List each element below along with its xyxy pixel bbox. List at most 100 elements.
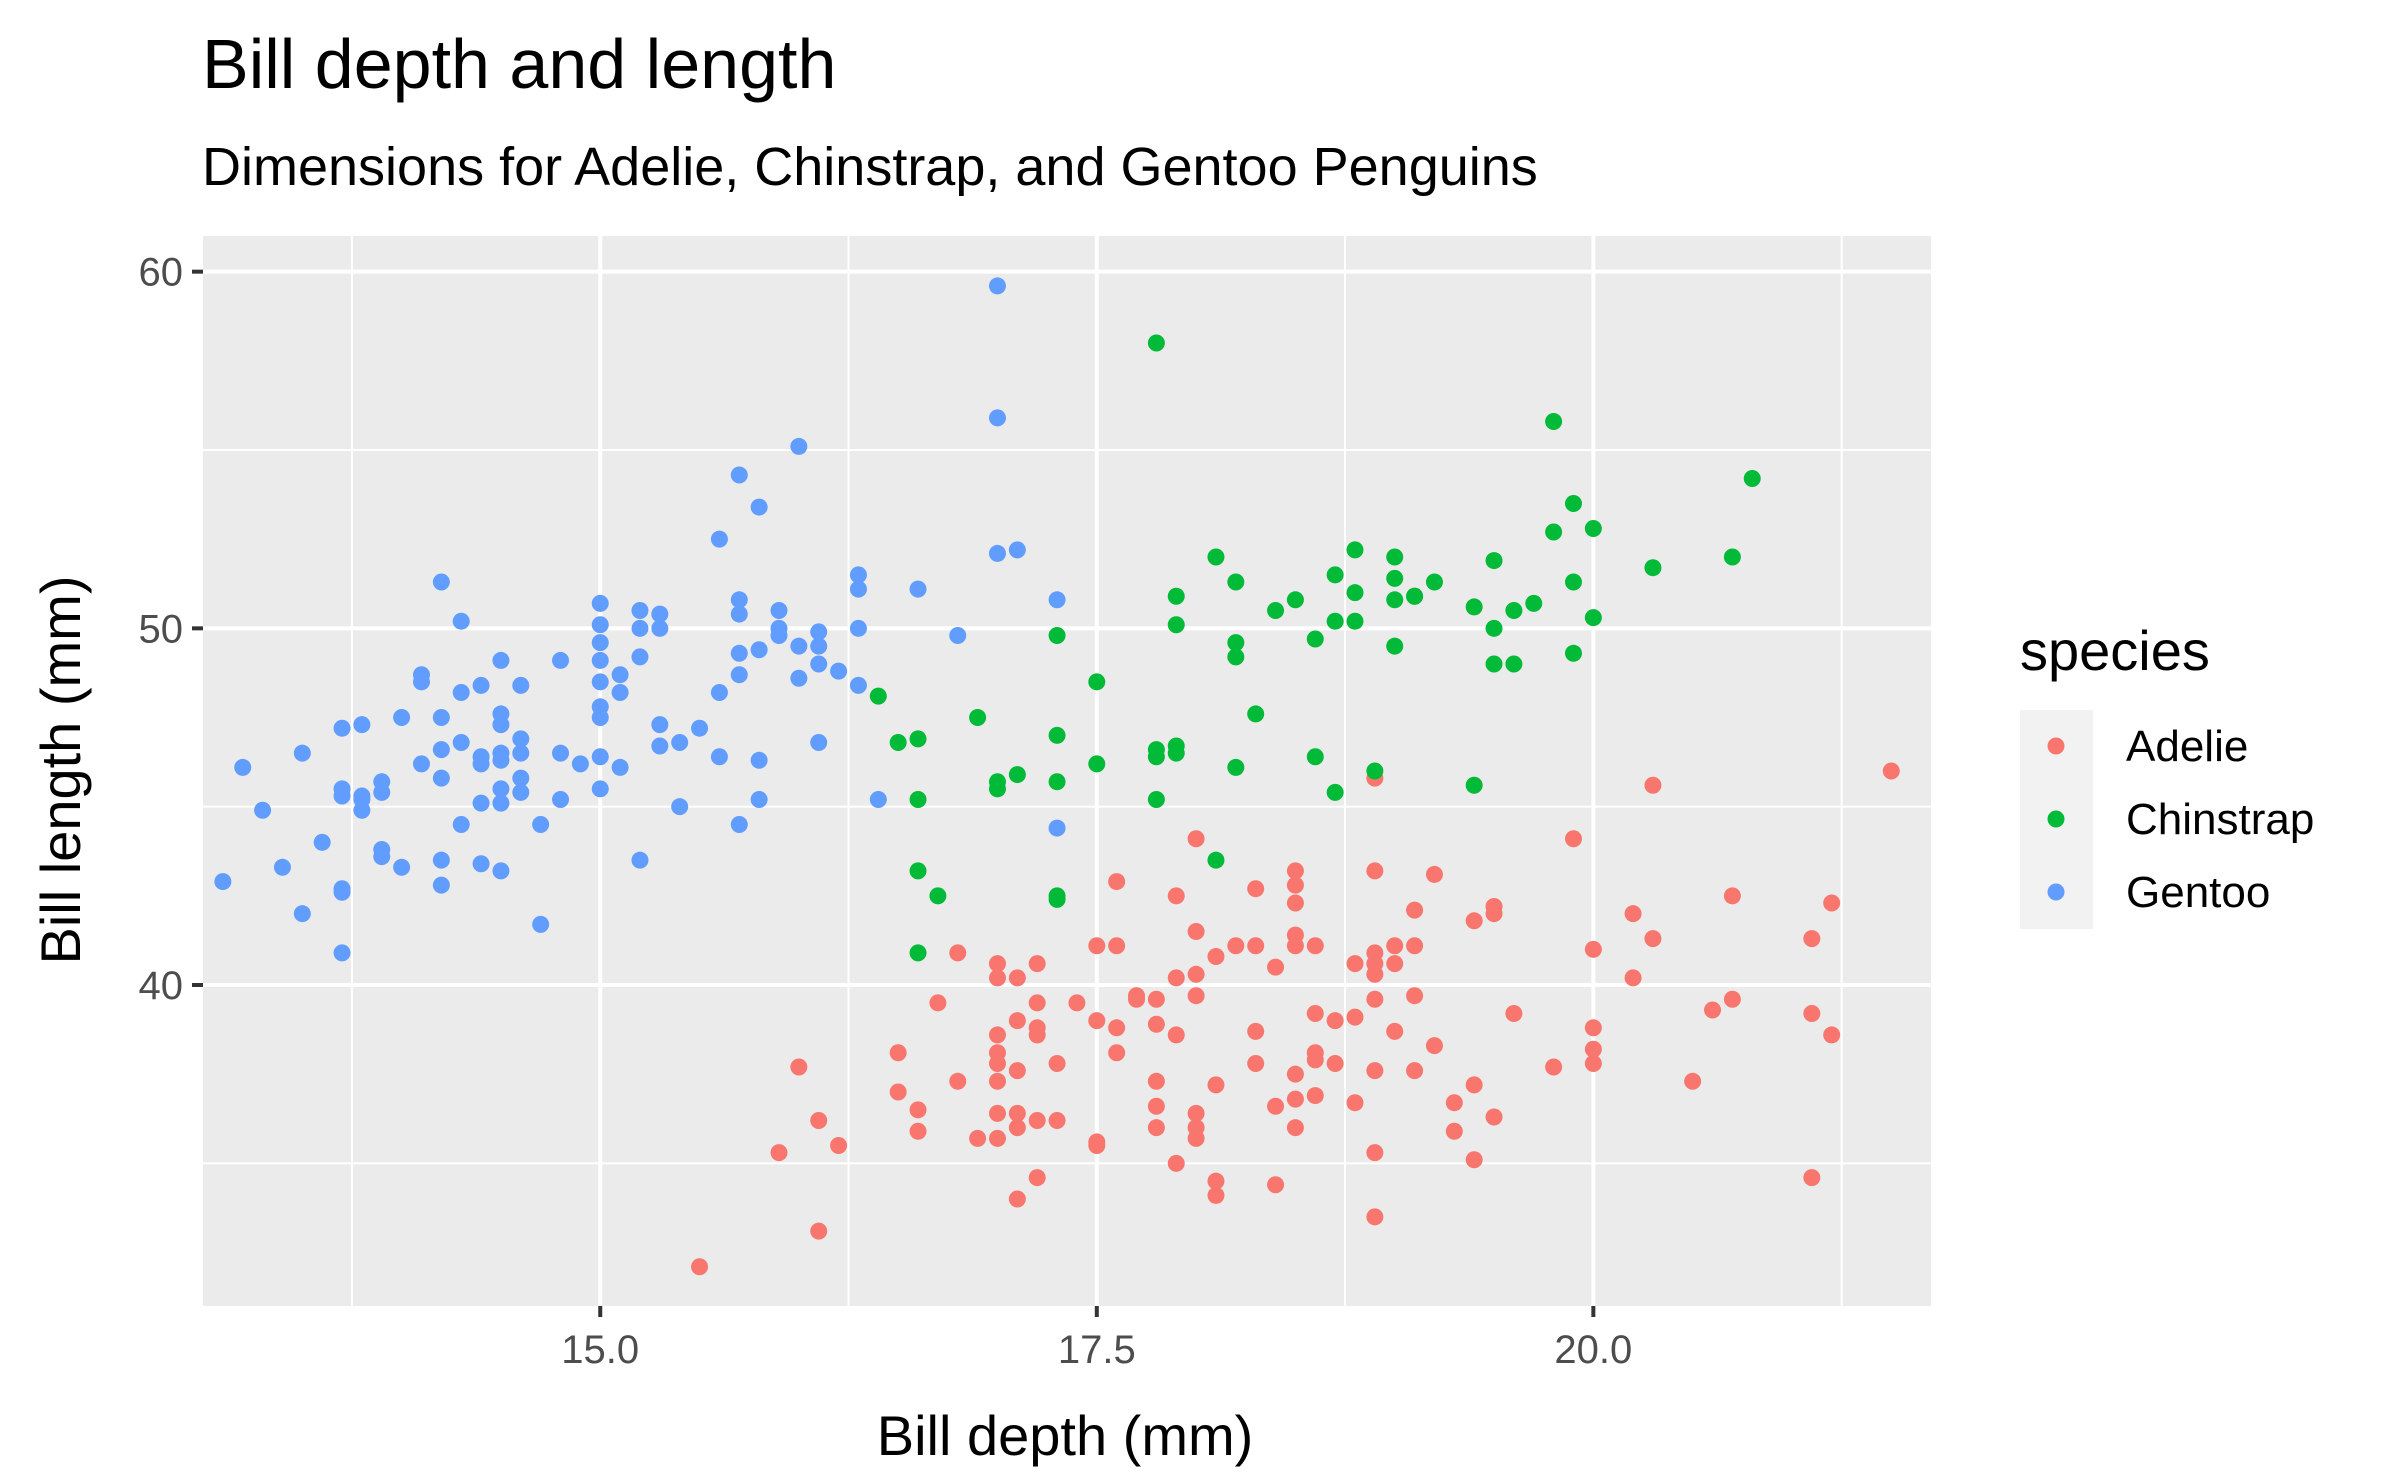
data-point-gentoo (631, 851, 649, 869)
data-point-adelie (1485, 905, 1503, 923)
data-point-adelie (1366, 965, 1384, 983)
data-point-adelie (1465, 1076, 1483, 1094)
data-point-adelie (1723, 990, 1741, 1008)
data-point-adelie (1286, 862, 1304, 880)
data-point-gentoo (988, 277, 1006, 295)
legend-key-gentoo (2047, 883, 2065, 901)
data-point-adelie (1247, 880, 1265, 898)
data-point-adelie (1485, 1108, 1503, 1126)
data-point-adelie (988, 1104, 1006, 1122)
data-point-gentoo (631, 648, 649, 666)
data-point-chinstrap (1306, 748, 1324, 766)
data-point-adelie (1584, 940, 1602, 958)
data-point-adelie (1187, 830, 1205, 848)
data-point-gentoo (591, 651, 609, 669)
data-point-chinstrap (1545, 523, 1563, 541)
data-point-adelie (1286, 1119, 1304, 1137)
data-point-chinstrap (1584, 519, 1602, 537)
data-point-gentoo (790, 437, 808, 455)
data-point-gentoo (611, 666, 629, 684)
data-point-gentoo (512, 783, 530, 801)
data-point-gentoo (353, 716, 371, 734)
data-point-gentoo (710, 530, 728, 548)
data-point-gentoo (730, 591, 748, 609)
data-point-adelie (1406, 987, 1424, 1005)
data-point-gentoo (373, 783, 391, 801)
legend-key-adelie (2047, 737, 2065, 755)
data-point-adelie (1028, 1169, 1046, 1187)
data-point-chinstrap (1723, 548, 1741, 566)
data-points (214, 277, 1900, 1276)
data-point-adelie (988, 1072, 1006, 1090)
data-point-adelie (1366, 1144, 1384, 1162)
data-point-gentoo (909, 580, 927, 598)
data-point-adelie (1108, 873, 1126, 891)
data-point-adelie (1624, 969, 1642, 987)
data-point-adelie (1187, 1129, 1205, 1147)
data-point-gentoo (353, 787, 371, 805)
data-point-adelie (1346, 955, 1364, 973)
y-axis-title: Bill length (mm) (29, 576, 92, 965)
data-point-gentoo (432, 709, 450, 726)
data-point-chinstrap (1008, 766, 1026, 784)
data-point-gentoo (412, 755, 430, 773)
data-point-adelie (1286, 926, 1304, 944)
data-point-gentoo (432, 769, 450, 787)
data-point-adelie (1366, 944, 1384, 962)
data-point-adelie (1306, 1005, 1324, 1023)
data-point-adelie (1823, 1026, 1841, 1044)
data-point-chinstrap (929, 887, 947, 905)
data-point-chinstrap (1267, 602, 1285, 619)
data-point-adelie (988, 969, 1006, 987)
data-point-chinstrap (1386, 569, 1404, 587)
data-point-adelie (1008, 969, 1026, 987)
data-point-adelie (988, 1044, 1006, 1062)
data-point-chinstrap (1147, 748, 1165, 766)
data-point-chinstrap (1564, 495, 1582, 512)
data-point-gentoo (293, 905, 311, 923)
data-point-gentoo (452, 684, 470, 702)
data-point-chinstrap (1306, 630, 1324, 648)
minor-gridlines (203, 236, 1931, 1306)
data-point-adelie (1366, 1208, 1384, 1226)
legend-label-adelie: Adelie (2126, 722, 2248, 771)
data-point-adelie (1545, 1058, 1563, 1076)
data-point-gentoo (810, 637, 828, 655)
data-point-chinstrap (1386, 548, 1404, 566)
data-point-chinstrap (1386, 591, 1404, 609)
data-point-adelie (1167, 1154, 1185, 1172)
data-point-adelie (1267, 958, 1285, 976)
data-point-gentoo (1048, 819, 1066, 837)
data-point-gentoo (849, 566, 867, 584)
data-point-adelie (1366, 862, 1384, 880)
data-point-adelie (988, 955, 1006, 973)
chart-title: Bill depth and length (202, 25, 836, 103)
data-point-chinstrap (1485, 655, 1503, 673)
data-point-gentoo (651, 619, 669, 637)
data-point-adelie (1445, 1094, 1463, 1112)
data-point-gentoo (333, 944, 351, 962)
legend-title: species (2020, 619, 2210, 682)
data-point-chinstrap (889, 733, 907, 751)
data-point-gentoo (730, 644, 748, 662)
data-point-adelie (1465, 912, 1483, 930)
data-point-adelie (1624, 905, 1642, 923)
data-point-adelie (1187, 965, 1205, 983)
data-point-chinstrap (909, 862, 927, 880)
data-point-gentoo (849, 676, 867, 694)
data-point-chinstrap (1167, 744, 1185, 762)
data-point-adelie (1088, 1137, 1106, 1154)
data-point-adelie (1147, 1097, 1165, 1115)
data-point-adelie (1187, 923, 1205, 940)
x-tick-label: 20.0 (1554, 1328, 1632, 1372)
data-point-chinstrap (1048, 887, 1066, 905)
data-point-chinstrap (1465, 598, 1483, 616)
data-point-chinstrap (1346, 612, 1364, 630)
data-point-chinstrap (1505, 655, 1523, 673)
data-point-gentoo (234, 758, 252, 776)
data-point-adelie (1108, 1019, 1126, 1037)
data-point-adelie (1247, 1054, 1265, 1072)
data-point-adelie (1286, 1090, 1304, 1108)
data-point-gentoo (671, 733, 689, 751)
